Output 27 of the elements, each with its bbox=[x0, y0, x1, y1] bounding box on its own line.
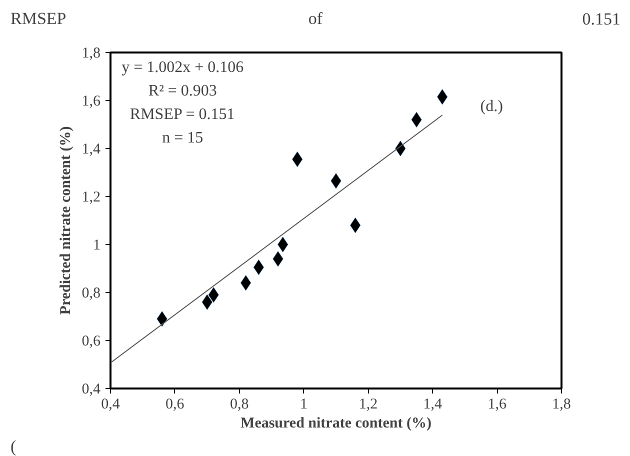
y-axis-title: Predicted nitrate content (%) bbox=[58, 126, 74, 315]
y-tick-label: 1,8 bbox=[82, 46, 100, 62]
x-tick-label: 1,4 bbox=[423, 396, 443, 412]
y-tick-label: 1 bbox=[93, 238, 100, 254]
text: RMSEP bbox=[10, 9, 66, 28]
y-tick-label: 1,6 bbox=[82, 94, 101, 110]
x-axis-title: Measured nitrate content (%) bbox=[240, 416, 432, 432]
text: ( bbox=[10, 437, 16, 456]
x-tick-label: 1,2 bbox=[358, 396, 378, 412]
text: of bbox=[308, 9, 323, 28]
y-tick-label: 1,2 bbox=[82, 190, 100, 206]
annotation: y = 1.002x + 0.106 bbox=[122, 59, 244, 76]
x-tick-label: 1 bbox=[300, 396, 308, 412]
y-tick-label: 0,4 bbox=[82, 382, 101, 398]
y-tick-label: 0,8 bbox=[82, 286, 100, 302]
text: 0.151 bbox=[582, 10, 620, 28]
annotation: RMSEP = 0.151 bbox=[130, 106, 235, 124]
x-tick-label: 0,4 bbox=[101, 396, 120, 412]
x-tick-label: 1,8 bbox=[552, 396, 571, 412]
annotation: (d.) bbox=[480, 98, 503, 115]
y-tick-label: 1,4 bbox=[82, 142, 101, 158]
x-tick-label: 1,6 bbox=[488, 396, 507, 412]
x-tick-label: 0,6 bbox=[166, 396, 185, 412]
annotation: n = 15 bbox=[162, 130, 204, 147]
y-tick-label: 0,6 bbox=[82, 334, 101, 350]
annotation: R² = 0.903 bbox=[148, 82, 217, 100]
x-tick-label: 0,8 bbox=[230, 396, 249, 412]
